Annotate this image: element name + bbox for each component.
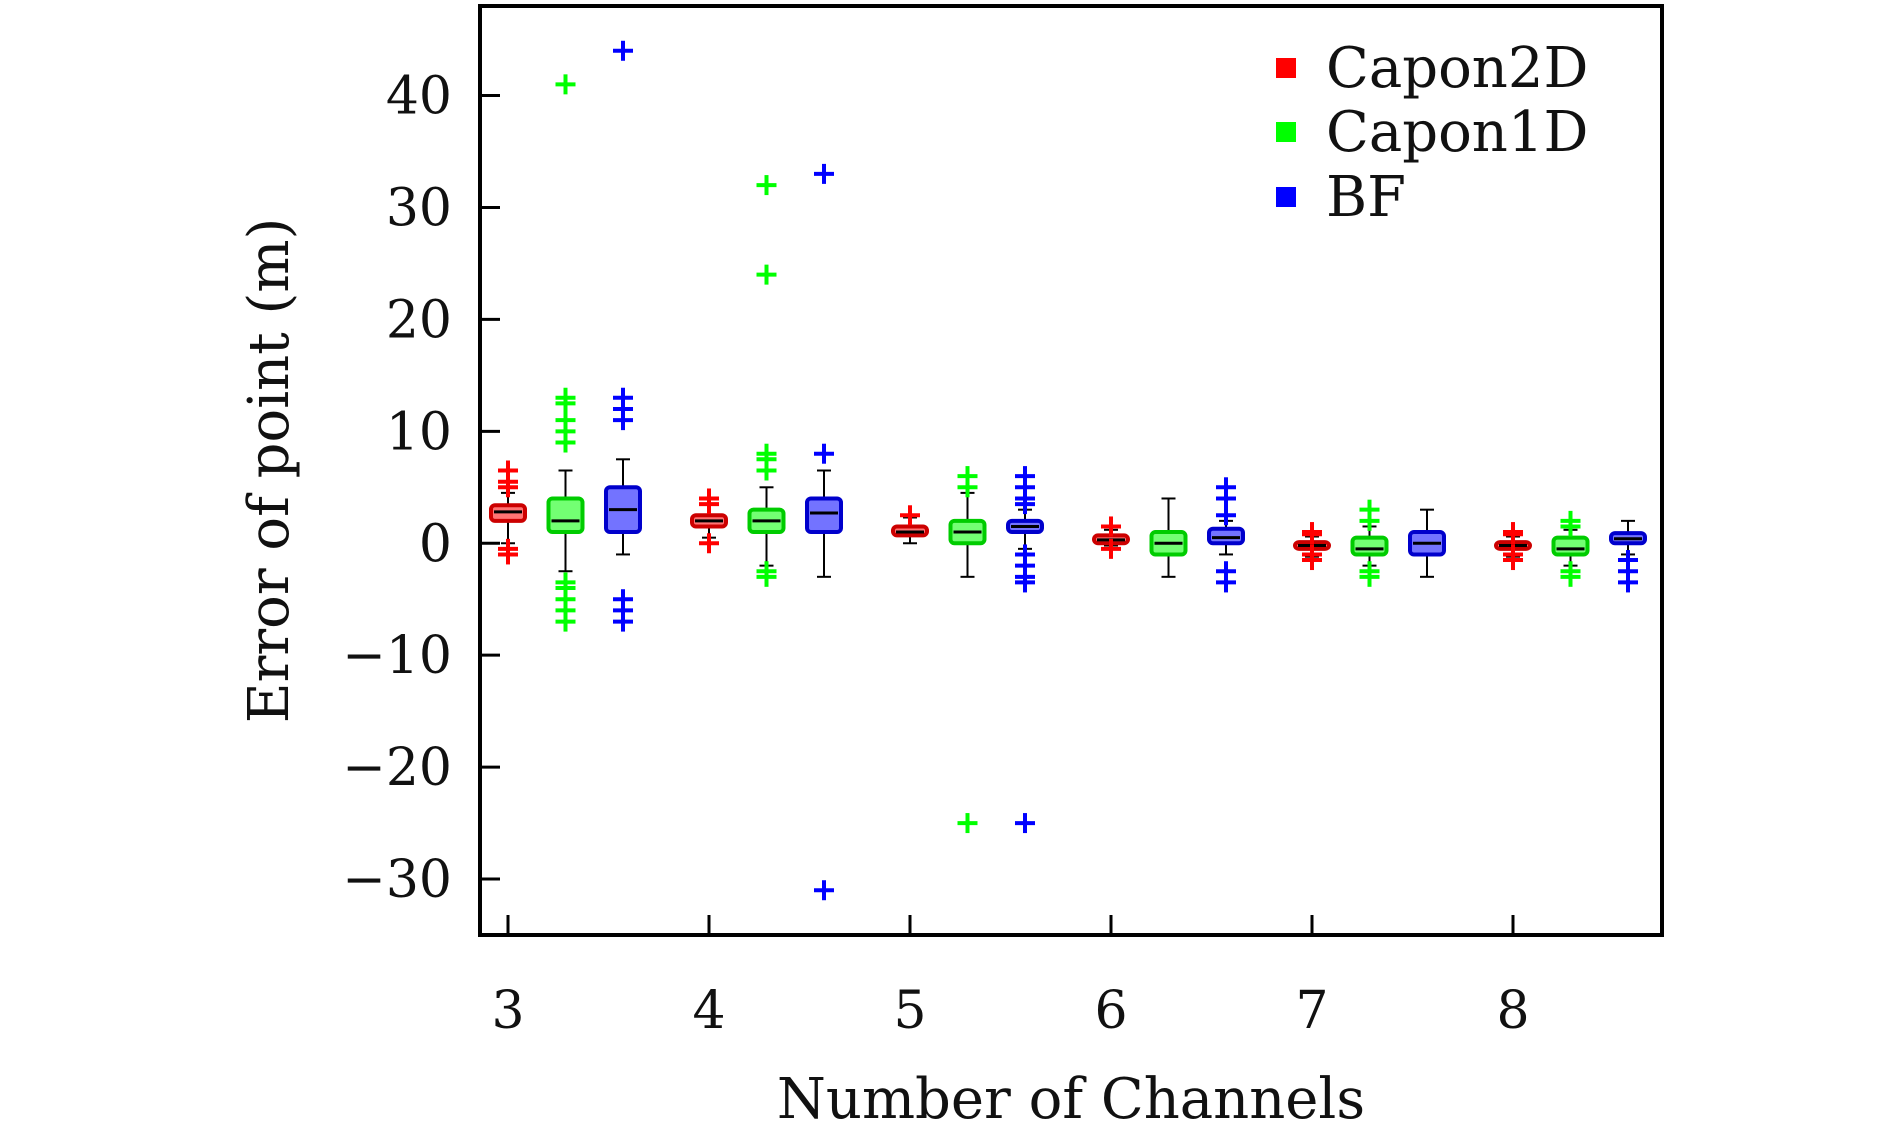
x-tick-label: 6: [1094, 981, 1127, 1041]
box-bf-5: [1006, 466, 1044, 834]
outlier-marker: [699, 488, 719, 509]
outlier-marker: [555, 74, 576, 95]
outlier-marker: [1015, 813, 1035, 834]
y-tick-label: 20: [386, 290, 452, 350]
outlier-marker: [1101, 538, 1121, 559]
legend-swatch-capon2d: [1276, 58, 1296, 78]
outlier-marker: [900, 505, 920, 526]
box-capon2d-6: [1092, 516, 1130, 559]
box-iqr: [805, 496, 843, 535]
y-axis-title: Error of point (m): [237, 218, 302, 724]
outlier-marker: [699, 533, 719, 554]
box-capon2d-5: [891, 505, 929, 545]
outlier-marker: [555, 410, 576, 431]
y-tick-label: −30: [342, 850, 452, 910]
x-tick-label: 8: [1496, 981, 1529, 1041]
box-iqr: [1551, 535, 1590, 557]
outlier-marker: [1302, 544, 1322, 565]
outlier-marker: [555, 572, 576, 593]
outlier-marker: [555, 387, 576, 408]
legend-label-capon2d: Capon2D: [1326, 36, 1588, 101]
box-capon1d-8: [1551, 510, 1590, 587]
y-tick-label: 10: [386, 402, 452, 462]
outlier-marker: [1101, 516, 1121, 537]
outlier-marker: [756, 264, 777, 285]
box-capon1d-7: [1350, 499, 1389, 587]
box-capon1d-3: [546, 74, 585, 632]
outlier-marker: [1503, 522, 1523, 543]
outlier-marker: [613, 589, 633, 610]
legend: Capon2D Capon1D BF: [1276, 36, 1588, 230]
x-tick-label: 7: [1295, 981, 1328, 1041]
box-capon2d-3: [489, 460, 527, 565]
plot-data-layer: [489, 40, 1647, 901]
legend-label-bf: BF: [1326, 165, 1406, 230]
legend-swatch-capon1d: [1276, 122, 1296, 142]
box-bf-8: [1609, 519, 1647, 593]
outlier-marker: [756, 443, 777, 464]
outlier-marker: [613, 387, 633, 408]
outlier-marker: [957, 813, 978, 834]
box-iqr: [1207, 526, 1245, 546]
outlier-marker: [814, 163, 834, 184]
box-capon2d-8: [1494, 522, 1532, 571]
outlier-marker: [1618, 550, 1638, 571]
box-bf-4: [805, 163, 843, 901]
y-tick-label: 0: [419, 514, 452, 574]
box-iqr: [1350, 535, 1389, 557]
outlier-marker: [756, 175, 777, 196]
outlier-marker: [814, 880, 834, 901]
y-tick-label: 30: [386, 178, 452, 238]
box-capon1d-4: [747, 175, 786, 587]
y-tick-label: −10: [342, 626, 452, 686]
box-capon2d-4: [690, 488, 728, 554]
y-tick-label: 40: [386, 67, 452, 127]
x-axis-title: Number of Channels: [777, 1067, 1365, 1132]
box-capon1d-5: [948, 466, 987, 834]
outlier-marker: [1359, 499, 1380, 520]
outlier-marker: [498, 460, 518, 481]
outlier-marker: [1560, 561, 1581, 582]
legend-label-capon1d: Capon1D: [1326, 100, 1588, 165]
outlier-marker: [1503, 544, 1523, 565]
outlier-marker: [1216, 505, 1236, 526]
outlier-marker: [756, 561, 777, 582]
x-tick-label: 4: [692, 981, 725, 1041]
outlier-marker: [1015, 544, 1035, 565]
y-tick-label: −20: [342, 738, 452, 798]
box-bf-7: [1408, 508, 1446, 578]
box-capon1d-6: [1149, 497, 1188, 578]
x-tick-label: 3: [491, 981, 524, 1041]
outlier-marker: [1560, 510, 1581, 531]
box-bf-6: [1207, 477, 1245, 593]
box-iqr: [546, 496, 585, 535]
outlier-marker: [498, 538, 518, 559]
x-tick-label: 5: [893, 981, 926, 1041]
legend-swatch-bf: [1276, 187, 1296, 207]
outlier-marker: [957, 466, 978, 487]
axis-layer: 40 30 20 10 0 −10 −20 −30 3 4 5 6 7 8: [342, 67, 1529, 1041]
outlier-marker: [1216, 477, 1236, 498]
outlier-marker: [1015, 466, 1035, 487]
outlier-marker: [814, 443, 834, 464]
box-bf-3: [604, 40, 642, 632]
outlier-marker: [1302, 522, 1322, 543]
box-capon2d-7: [1293, 522, 1331, 571]
plot-frame: [478, 4, 1664, 937]
outlier-marker: [1359, 561, 1380, 582]
outlier-marker: [1216, 561, 1236, 582]
outlier-marker: [613, 40, 633, 61]
